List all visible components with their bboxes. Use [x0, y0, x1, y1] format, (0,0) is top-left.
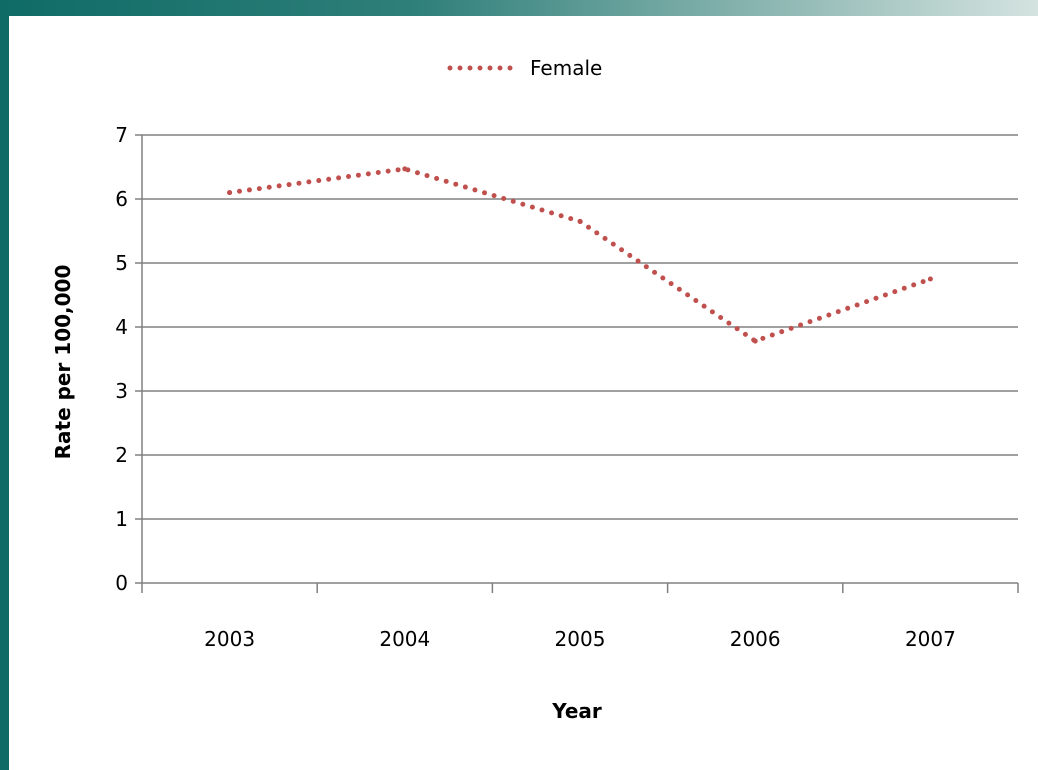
y-tick-label: 1 — [115, 507, 128, 531]
data-point — [402, 166, 408, 172]
series-female — [227, 166, 933, 344]
x-tick-label: 2003 — [204, 627, 255, 651]
slide-left-bar — [0, 0, 9, 770]
y-axis-title: Rate per 100,000 — [51, 265, 75, 460]
data-point — [577, 218, 583, 224]
x-tick-label: 2004 — [379, 627, 430, 651]
y-tick-label: 2 — [115, 443, 128, 467]
legend-label-female: Female — [530, 56, 602, 80]
data-point — [752, 338, 758, 344]
x-tick-label: 2007 — [905, 627, 956, 651]
y-tick-label: 0 — [115, 571, 128, 595]
axes — [141, 135, 1019, 593]
gridlines — [135, 134, 1018, 584]
x-tick-labels: 2003 2004 2005 2006 2007 — [204, 627, 956, 651]
y-tick-labels: 0 1 2 3 4 5 6 7 — [115, 123, 128, 595]
y-tick-label: 3 — [115, 379, 128, 403]
y-tick-label: 6 — [115, 187, 128, 211]
slide-top-bar — [0, 0, 1038, 16]
series-line-female — [227, 166, 933, 344]
y-tick-label: 5 — [115, 251, 128, 275]
x-tick-label: 2006 — [730, 627, 781, 651]
x-axis-title: Year — [551, 699, 602, 723]
data-point — [227, 190, 233, 196]
y-tick-label: 7 — [115, 123, 128, 147]
legend: Female — [447, 56, 602, 80]
x-tick-label: 2005 — [555, 627, 606, 651]
data-point — [927, 276, 933, 282]
y-tick-label: 4 — [115, 315, 128, 339]
